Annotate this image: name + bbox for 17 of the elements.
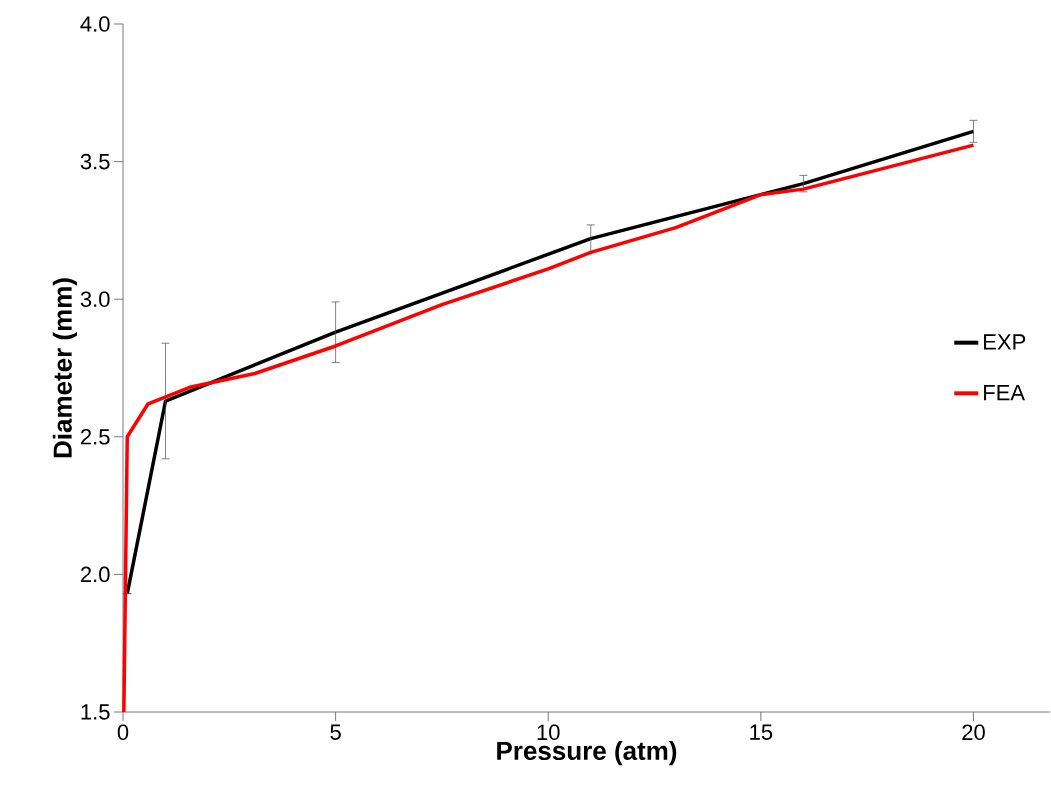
y-tick-label: 3.5 (80, 153, 110, 170)
legend-label: FEA (984, 385, 1025, 401)
y-tick-label: 2.0 (81, 566, 110, 583)
x-tick-label: 5 (330, 724, 341, 740)
y-axis-title: Diameter (mm) (52, 278, 78, 458)
y-tick-label: 3.0 (80, 291, 110, 307)
line-series (125, 129, 976, 596)
y-tick-label: 1.5 (81, 704, 110, 720)
x-tick-label: 0 (117, 724, 129, 741)
y-tick-label: 4.0 (80, 16, 110, 32)
x-tick-label: 15 (750, 724, 773, 740)
x-tick-label: 20 (962, 724, 985, 741)
y-tick-label: 2.5 (81, 429, 110, 445)
line-series (122, 143, 976, 714)
x-tick-label: 10 (537, 724, 560, 741)
x-axis-title: Pressure (atm) (497, 740, 677, 766)
legend-label: EXP (984, 334, 1026, 350)
